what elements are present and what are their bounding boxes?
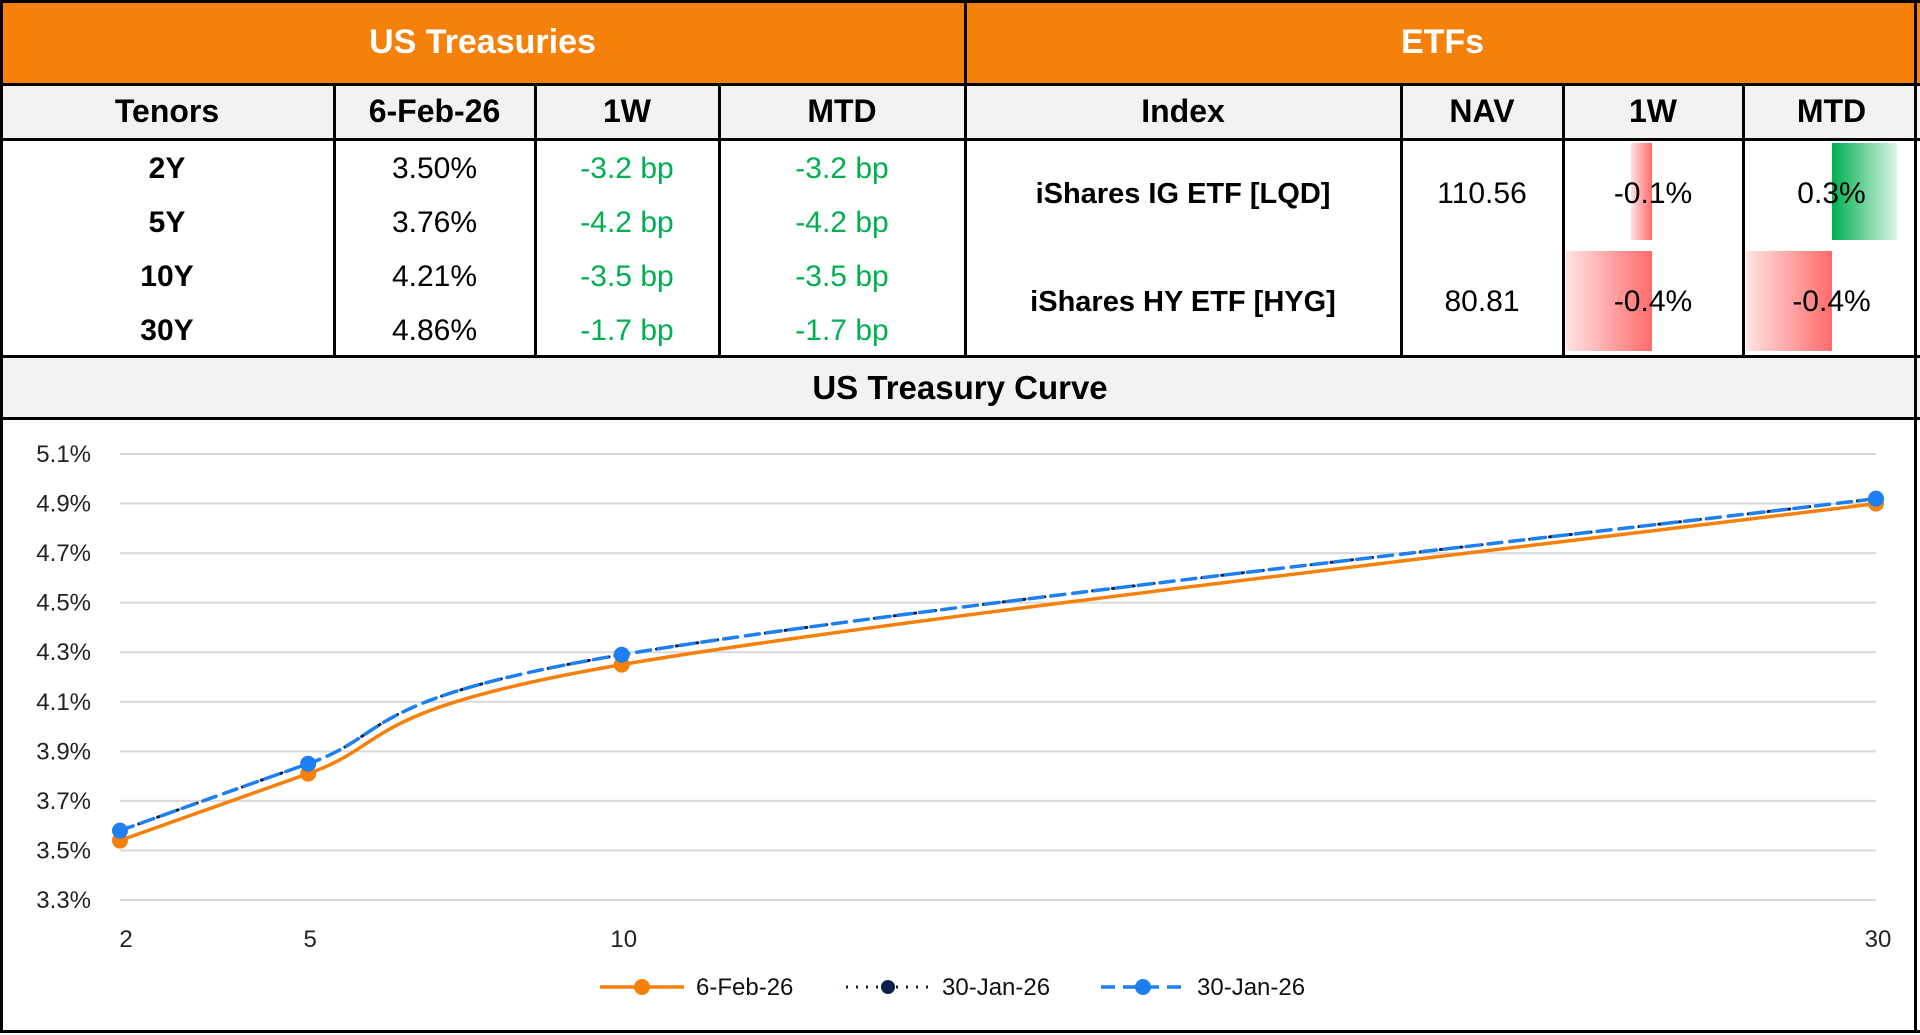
divider [0,138,1920,141]
yield-cell: 4.86% [391,314,478,347]
divider [0,0,3,1033]
nav-cell: 110.56 [1437,177,1527,210]
yield-cell: 4.21% [391,260,478,293]
divider [0,83,1920,86]
divider [1742,84,1745,357]
divider [333,84,336,357]
col-header-etf-mtd: MTD [1743,84,1920,139]
y-tick-label: 3.5% [36,837,91,864]
y-tick-label: 4.9% [36,491,91,518]
change-mtd-cell: -4.2 bp [795,206,889,239]
treasury-curve-chart: 3.3% 3.5% 3.7% 3.9% 4.1% 4.3% 4.5% 4.7% 4.9% 5.1%… [36,441,1892,1001]
x-tick-label: 10 [610,926,637,953]
divider [0,355,1920,358]
tenor-cell: 5Y [148,206,186,239]
col-header-nav: NAV [1401,84,1563,139]
legend-item: 30-Jan-26 [1101,974,1305,1001]
divider [1562,84,1565,357]
tenor-cell: 10Y [140,260,194,293]
legend-item: 30-Jan-26 [846,974,1050,1001]
yield-cell: 3.50% [391,152,478,185]
data-point-series-2 [613,646,630,663]
col-header-1w: 1W [535,84,719,139]
y-tick-label: 5.1% [36,441,91,468]
etfs-header: ETFs [965,0,1920,84]
data-bar-1w [1566,251,1652,351]
treasuries-title: US Treasuries [369,22,596,61]
legend-label: 6-Feb-26 [696,974,793,1001]
y-tick-label: 4.3% [36,639,91,666]
legend-marker-icon [634,979,650,995]
legend-label: 30-Jan-26 [942,974,1050,1001]
col-header-etf-1w: 1W [1563,84,1743,139]
divider [0,1030,1920,1033]
data-point-series-2 [300,755,317,772]
data-point-series-2 [112,822,128,839]
divider [718,84,721,357]
y-tick-label: 3.7% [36,788,91,815]
chart-title: US Treasury Curve [0,357,1920,419]
change-1w-cell: -0.4% [1613,285,1693,318]
legend-marker-icon [1135,979,1151,995]
change-1w-cell: -3.5 bp [580,260,674,293]
data-bar-1w [1630,143,1652,240]
divider [964,0,967,357]
x-tick-label: 5 [303,926,316,953]
change-1w-cell: -0.1% [1613,177,1693,210]
yield-cell: 3.76% [391,206,478,239]
legend-item: 6-Feb-26 [600,974,793,1001]
etf-name-cell: iShares IG ETF [LQD] [1035,177,1331,210]
col-header-mtd: MTD [719,84,965,139]
x-tick-label: 30 [1865,926,1892,953]
series-line-2 [118,496,1878,833]
divider [0,0,1920,3]
y-tick-label: 4.7% [36,540,91,567]
treasuries-header: US Treasuries [0,0,965,84]
data-point-series-2 [1868,490,1884,507]
change-1w-cell: -4.2 bp [580,206,674,239]
etf-name-cell: iShares HY ETF [HYG] [1030,285,1336,318]
series-line-1 [118,497,1878,833]
tenor-cell: 2Y [148,152,186,185]
divider [534,84,537,357]
tenor-cell: 30Y [140,314,194,347]
etfs-title: ETFs [1400,22,1485,61]
nav-cell: 80.81 [1444,285,1520,318]
legend-marker-icon [881,980,895,994]
y-tick-label: 4.1% [36,689,91,716]
change-1w-cell: -3.2 bp [580,152,674,185]
change-mtd-cell: -1.7 bp [795,314,889,347]
legend-label: 30-Jan-26 [1197,974,1305,1001]
change-mtd-cell: 0.3% [1797,177,1866,210]
change-mtd-cell: -3.2 bp [795,152,889,185]
change-1w-cell: -1.7 bp [580,314,674,347]
divider [1914,0,1917,1033]
x-tick-label: 2 [119,926,132,953]
y-tick-label: 3.9% [36,738,91,765]
change-mtd-cell: -3.5 bp [795,260,889,293]
col-header-tenors: Tenors [0,84,334,139]
y-tick-label: 3.3% [36,887,91,914]
data-bar-mtd [1832,143,1897,240]
y-tick-label: 4.5% [36,590,91,617]
change-mtd-cell: -0.4% [1792,285,1871,318]
divider [1400,84,1403,357]
col-header-date: 6-Feb-26 [334,84,535,139]
col-header-index: Index [965,84,1401,139]
divider [0,417,1920,420]
data-bar-mtd [1746,251,1832,351]
